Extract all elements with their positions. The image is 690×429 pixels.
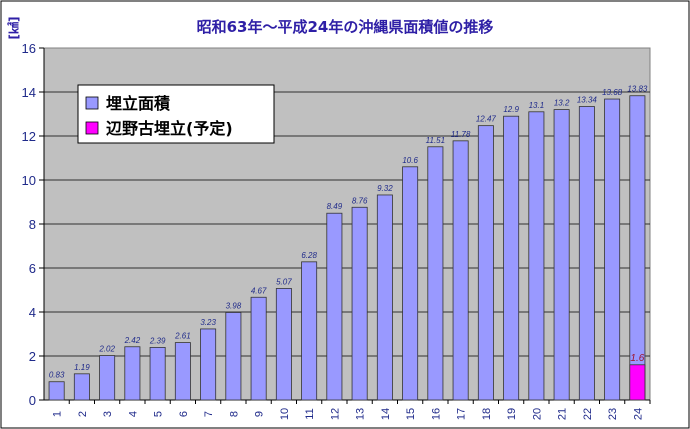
x-tick-label: 20: [531, 408, 543, 420]
data-label: 2.42: [124, 336, 141, 345]
bar-reclaimed-area: [528, 111, 545, 401]
x-tick-label: 15: [405, 408, 417, 420]
y-tick-label: 2: [29, 349, 36, 364]
x-tick-label: 17: [456, 408, 468, 420]
data-label: 3.23: [200, 318, 216, 327]
bar-reclaimed-area: [149, 347, 166, 401]
legend-label: 埋立面積: [106, 94, 171, 113]
bar-reclaimed-area: [225, 312, 242, 401]
x-tick-label: 2: [77, 411, 89, 417]
x-tick-label: 23: [607, 408, 619, 420]
data-label: 12.47: [476, 115, 497, 124]
y-tick-label: 4: [29, 305, 36, 320]
bar-reclaimed-area: [174, 342, 191, 401]
data-label: 3.98: [226, 301, 242, 310]
bar-reclaimed-area: [477, 125, 494, 401]
x-tick-label: 16: [430, 408, 442, 420]
y-tick-label: 8: [29, 217, 36, 232]
data-label: 11.51: [426, 136, 445, 145]
data-label: 13.1: [529, 101, 545, 110]
data-label: 10.6: [402, 156, 418, 165]
x-tick-label: 13: [355, 408, 367, 420]
x-tick-label: 6: [178, 411, 190, 417]
x-tick-label: 3: [102, 411, 114, 417]
data-label: 12.9: [503, 105, 519, 114]
legend-swatch: [85, 96, 99, 110]
data-label: 5.07: [276, 277, 292, 286]
data-label: 13.34: [577, 96, 598, 105]
bar-reclaimed-area: [275, 288, 292, 401]
bar-reclaimed-area: [604, 98, 621, 401]
x-tick-label: 5: [153, 411, 165, 417]
bar-reclaimed-area: [73, 373, 90, 401]
bar-reclaimed-area: [99, 355, 116, 401]
bar-reclaimed-area: [48, 381, 65, 401]
y-tick-label: 0: [29, 393, 36, 408]
y-tick-label: 16: [22, 41, 36, 56]
x-tick-label: 7: [203, 411, 215, 417]
bar-reclaimed-area: [503, 115, 520, 401]
data-label: 13.2: [554, 99, 570, 108]
chart-title: 昭和63年～平成24年の沖縄県面積値の推移: [197, 18, 494, 36]
data-label: 9.32: [377, 184, 393, 193]
legend-box: [77, 84, 275, 144]
x-tick-label: 22: [582, 408, 594, 420]
data-label: 0.83: [49, 371, 65, 380]
x-tick-label: 18: [481, 408, 493, 420]
x-tick-label: 8: [228, 411, 240, 417]
data-label: 8.49: [327, 202, 343, 211]
data-label: 13.68: [602, 88, 623, 97]
bar-reclaimed-area: [553, 109, 570, 401]
data-label: 2.02: [98, 345, 115, 354]
bar-reclaimed-area: [124, 346, 141, 401]
bar-reclaimed-area: [452, 140, 469, 401]
bar-reclaimed-area: [402, 166, 419, 401]
x-tick-label: 9: [254, 411, 266, 417]
bar-reclaimed-area: [200, 328, 217, 401]
data-label: 1.19: [74, 363, 90, 372]
bar-reclaimed-area: [578, 106, 595, 401]
data-label: 8.76: [352, 196, 368, 205]
x-tick-label: 19: [506, 408, 518, 420]
data-label: 2.61: [174, 332, 191, 341]
x-tick-label: 4: [127, 411, 139, 417]
x-tick-label: 21: [557, 408, 569, 420]
y-tick-label: 12: [22, 129, 36, 144]
x-tick-label: 1: [52, 411, 64, 417]
y-tick-label: 6: [29, 261, 36, 276]
x-tick-label: 12: [329, 408, 341, 420]
data-label: 2.39: [149, 336, 166, 345]
bar-reclaimed-area: [351, 206, 368, 401]
bar-reclaimed-area: [250, 296, 267, 401]
bar-reclaimed-area: [326, 212, 343, 401]
data-label: 1.6: [630, 353, 644, 364]
x-tick-label: 11: [304, 408, 316, 419]
legend-swatch: [85, 121, 99, 135]
x-tick-label: 10: [279, 408, 291, 420]
data-label: 11.78: [451, 130, 471, 139]
data-label: 4.67: [251, 286, 267, 295]
bar-henoko-planned: [629, 364, 646, 401]
bar-reclaimed-area: [427, 146, 444, 401]
data-label: 13.83: [627, 85, 648, 94]
data-label: 6.28: [301, 251, 317, 260]
y-tick-label: 14: [22, 85, 36, 100]
y-axis-unit: [㎢]: [6, 17, 21, 40]
bar-reclaimed-area: [376, 194, 393, 401]
y-tick-label: 10: [22, 173, 36, 188]
x-tick-label: 24: [632, 408, 644, 420]
x-tick-label: 14: [380, 408, 392, 420]
bar-reclaimed-area: [301, 261, 318, 401]
legend-label: 辺野古埋立(予定): [106, 119, 233, 138]
